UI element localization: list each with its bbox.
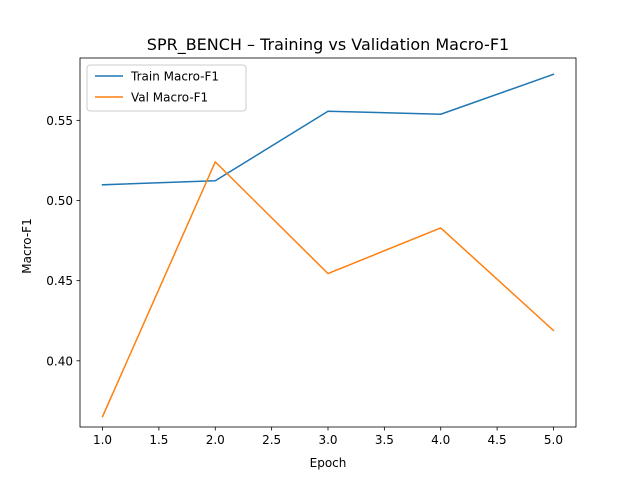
x-tick-label: 2.5 <box>262 433 281 447</box>
y-tick-label: 0.55 <box>46 114 73 128</box>
x-tick-label: 4.0 <box>431 433 450 447</box>
series-line-0 <box>101 73 555 186</box>
legend: Train Macro-F1 Val Macro-F1 <box>86 64 247 112</box>
x-tick-label: 4.5 <box>488 433 507 447</box>
legend-box <box>86 64 247 112</box>
x-tick-label: 1.5 <box>149 433 168 447</box>
y-axis-label: Macro-F1 <box>20 218 34 273</box>
x-tick-label: 1.0 <box>93 433 112 447</box>
x-axis-label: Epoch <box>310 456 347 470</box>
legend-label-0: Train Macro-F1 <box>130 70 219 84</box>
x-tick-label: 2.0 <box>206 433 225 447</box>
x-tick-label: 3.0 <box>318 433 337 447</box>
y-tick-label: 0.40 <box>46 354 73 368</box>
chart-title: SPR_BENCH – Training vs Validation Macro… <box>147 35 509 55</box>
series-line-1 <box>101 161 555 418</box>
x-tick-label: 5.0 <box>544 433 563 447</box>
y-tick-label: 0.50 <box>46 194 73 208</box>
legend-label-1: Val Macro-F1 <box>131 91 208 105</box>
plot-area: 1.0 1.5 2.0 2.5 3.0 3.5 4.0 4.5 5.0 0.40 0.45 0.50 0… <box>46 57 577 447</box>
x-tick-label: 3.5 <box>375 433 394 447</box>
y-tick-label: 0.45 <box>46 274 73 288</box>
